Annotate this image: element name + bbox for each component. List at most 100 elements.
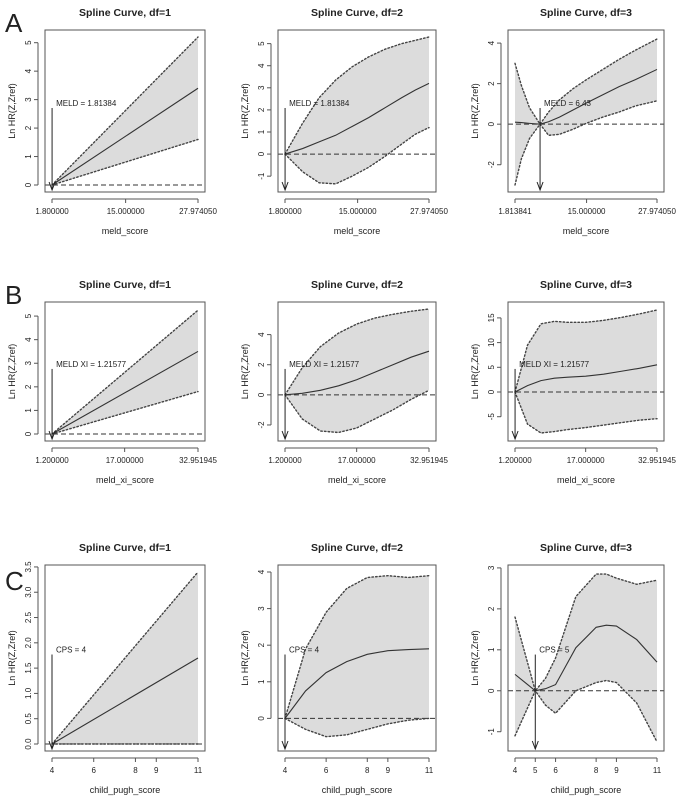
reference-annotation: CPS = 5 <box>539 646 570 655</box>
y-tick-label: 5 <box>24 40 33 45</box>
x-tick-label: 4 <box>283 766 288 775</box>
y-tick-label: 0 <box>257 716 266 721</box>
chart-title: Spline Curve, df=2 <box>311 542 403 554</box>
x-tick-label: 4 <box>513 766 518 775</box>
x-axis-label: meld_xi_score <box>96 475 154 485</box>
x-tick-label: 6 <box>91 766 96 775</box>
reference-annotation: MELD = 1.81384 <box>56 99 117 108</box>
upper-bound-line <box>51 309 199 435</box>
lower-bound-line <box>514 679 658 743</box>
fitted-curve <box>284 350 430 396</box>
upper-bound-line <box>514 573 658 693</box>
x-tick-label: 32.951945 <box>410 456 448 465</box>
y-tick-label: 1.5 <box>24 662 33 674</box>
y-tick-label: -5 <box>487 413 496 421</box>
reference-annotation: MELD XI = 1.21577 <box>519 360 590 369</box>
chart-panel-c-2: CPS = 4 Spline Curve, df=2 4 6 8 9 11 child_pug… <box>240 542 437 795</box>
chart-panel-b-1: MELD XI = 1.21577 Spline Curve, df=1 1.200… <box>7 279 217 485</box>
plot-frame <box>44 564 206 752</box>
lower-bound-line <box>284 126 430 185</box>
chart-title: Spline Curve, df=3 <box>540 279 632 291</box>
reference-annotation: MELD = 6.43 <box>544 99 591 108</box>
upper-bound-line <box>514 309 658 393</box>
chart-panel-a-3: MELD = 6.43 Spline Curve, df=3 1.813841 15.… <box>470 7 676 236</box>
x-tick-label: 17.000000 <box>106 456 144 465</box>
y-tick-label: 0.5 <box>24 713 33 725</box>
x-tick-label: 15.000000 <box>107 207 145 216</box>
x-tick-label: 11 <box>194 766 203 775</box>
y-tick-label: 0 <box>257 392 266 397</box>
reference-annotation: CPS = 4 <box>289 646 320 655</box>
y-tick-label: 1 <box>487 647 496 652</box>
reference-arrow-head <box>48 181 56 192</box>
x-tick-label: 32.951945 <box>179 456 217 465</box>
y-tick-label: 3 <box>24 360 33 365</box>
y-tick-label: -1 <box>487 728 496 736</box>
y-tick-label: 15 <box>487 313 496 322</box>
upper-bound-line <box>284 574 430 720</box>
confidence-band <box>285 37 429 184</box>
plot-frame <box>277 29 437 193</box>
upper-bound-line <box>284 308 430 396</box>
y-tick-label: 4 <box>24 337 33 342</box>
reference-arrow-head <box>511 430 519 441</box>
confidence-band <box>515 39 657 185</box>
panel-letter-b: B <box>5 280 22 310</box>
reference-arrow-head <box>536 181 544 192</box>
y-axis-label: Ln HR(Z,Zref) <box>240 344 250 400</box>
y-tick-label: 4 <box>257 569 266 574</box>
y-tick-label: -2 <box>257 421 266 429</box>
chart-panel-c-1: CPS = 4 Spline Curve, df=1 4 6 8 9 11 child_pug… <box>7 542 206 795</box>
x-tick-label: 32.951945 <box>638 456 676 465</box>
y-tick-label: 3 <box>487 565 496 570</box>
x-tick-label: 8 <box>594 766 599 775</box>
chart-title: Spline Curve, df=1 <box>79 279 171 291</box>
x-tick-label: 1.200000 <box>498 456 532 465</box>
panel-letter-c: C <box>5 566 24 596</box>
x-axis-label: meld_xi_score <box>328 475 386 485</box>
y-axis-label: Ln HR(Z,Zref) <box>470 630 480 686</box>
y-tick-label: 4 <box>24 68 33 73</box>
confidence-band <box>285 575 429 737</box>
chart-panel-a-2: MELD = 1.81384 Spline Curve, df=2 1.800000… <box>240 7 448 236</box>
y-tick-label: 0 <box>487 688 496 693</box>
y-tick-label: 0 <box>487 389 496 394</box>
confidence-band <box>285 309 429 433</box>
x-tick-label: 1.813841 <box>498 207 532 216</box>
y-tick-label: -1 <box>257 172 266 180</box>
y-axis-label: Ln HR(Z,Zref) <box>470 83 480 139</box>
x-tick-label: 27.974050 <box>638 207 676 216</box>
fitted-curve <box>514 624 658 692</box>
chart-title: Spline Curve, df=1 <box>79 542 171 554</box>
y-tick-label: 0 <box>24 182 33 187</box>
lower-bound-line <box>514 100 658 186</box>
confidence-band <box>515 574 657 742</box>
panel-letter-a: A <box>5 8 23 38</box>
reference-arrow-head <box>531 740 539 751</box>
x-tick-label: 27.974050 <box>410 207 448 216</box>
y-tick-label: 0.0 <box>24 738 33 750</box>
x-tick-label: 8 <box>133 766 138 775</box>
y-axis-label: Ln HR(Z,Zref) <box>240 630 250 686</box>
x-axis-label: child_pugh_score <box>90 785 161 795</box>
y-tick-label: 2 <box>257 642 266 647</box>
y-tick-label: 3 <box>24 97 33 102</box>
y-tick-label: 3.5 <box>24 561 33 573</box>
y-axis-label: Ln HR(Z,Zref) <box>7 630 17 686</box>
upper-bound-line <box>51 571 199 745</box>
fitted-curve <box>514 68 658 125</box>
y-tick-label: 3.0 <box>24 586 33 598</box>
x-tick-label: 4 <box>50 766 55 775</box>
y-tick-label: 2.0 <box>24 637 33 649</box>
chart-title: Spline Curve, df=2 <box>311 279 403 291</box>
x-tick-label: 9 <box>154 766 159 775</box>
fitted-curve <box>284 648 430 719</box>
lower-bound-line <box>284 717 430 738</box>
x-axis-label: meld_score <box>102 226 149 236</box>
chart-title: Spline Curve, df=3 <box>540 542 632 554</box>
reference-arrow-head <box>48 740 56 751</box>
y-tick-label: 2 <box>24 125 33 130</box>
x-tick-label: 9 <box>386 766 391 775</box>
y-tick-label: 4 <box>487 40 496 45</box>
y-tick-label: 2 <box>257 107 266 112</box>
